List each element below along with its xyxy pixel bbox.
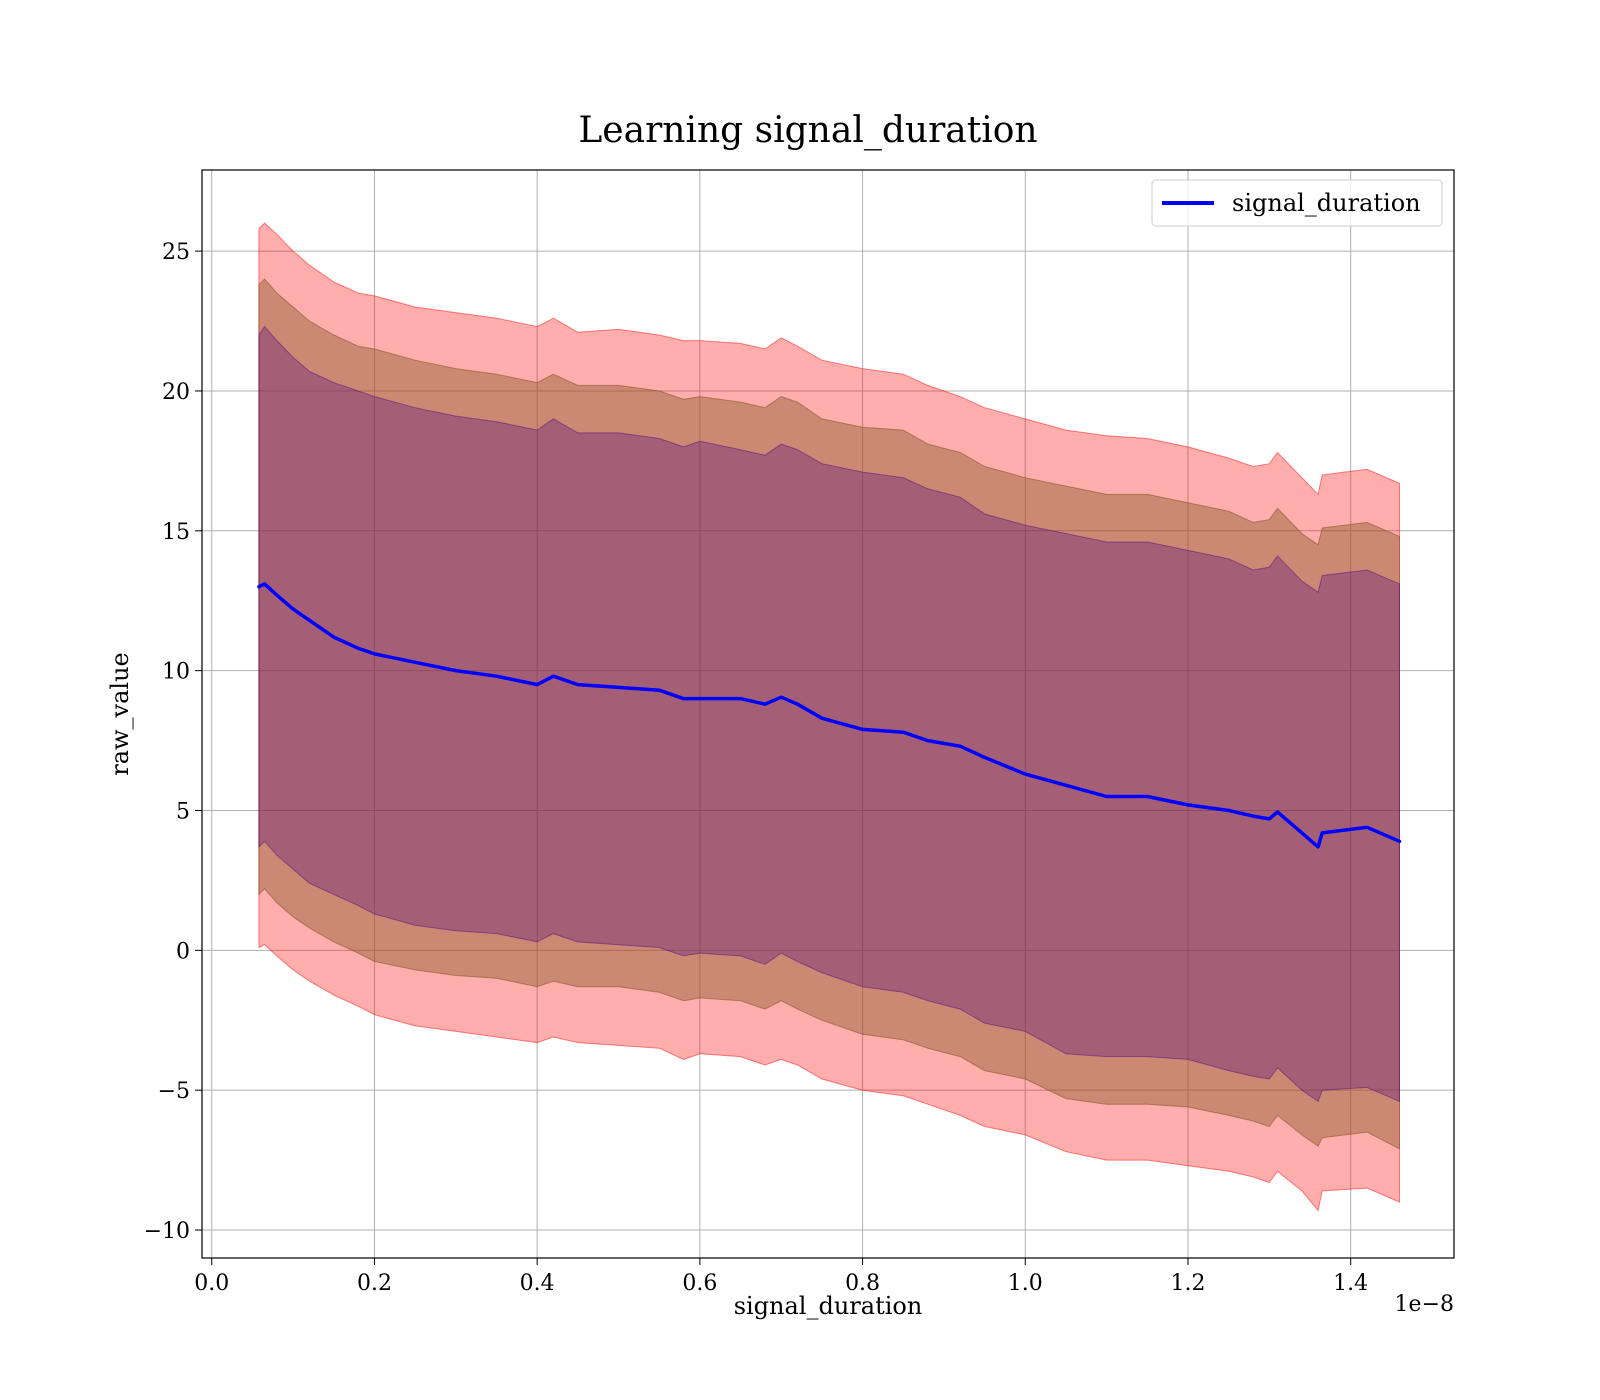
- x-offset-text: 1e−8: [1395, 1292, 1454, 1317]
- grid: [202, 170, 1454, 1258]
- x-tick-label: 0.6: [682, 1271, 717, 1296]
- y-tick-label: 15: [162, 520, 190, 545]
- axis-ticks: 0.0 0.2 0.4 0.6 0.8 1.0 1.2 1.4 −10 −5 0 5 10 15 20 25: [144, 240, 1369, 1296]
- y-tick-label: 25: [162, 240, 190, 265]
- confidence-band: [258, 278, 1400, 1150]
- confidence-band: [258, 325, 1400, 1103]
- legend-label: signal_duration: [1232, 189, 1421, 217]
- x-axis-label: signal_duration: [734, 1292, 923, 1320]
- plot-frame: [201, 169, 1455, 1259]
- series-lines: [257, 582, 1402, 849]
- x-tick-label: 0.2: [357, 1271, 392, 1296]
- legend: signal_duration: [1151, 179, 1443, 227]
- x-tick-label: 0.0: [194, 1271, 229, 1296]
- y-axis-label: raw_value: [106, 652, 134, 776]
- x-tick-label: 1.2: [1170, 1271, 1205, 1296]
- y-tick-label: 0: [176, 939, 190, 964]
- confidence-bands: [258, 222, 1400, 1212]
- x-tick-label: 0.8: [845, 1271, 880, 1296]
- y-tick-label: 5: [176, 799, 190, 824]
- x-tick-label: 1.0: [1008, 1271, 1043, 1296]
- y-tick-label: 20: [162, 380, 190, 405]
- x-tick-label: 0.4: [520, 1271, 555, 1296]
- x-tick-label: 1.4: [1333, 1271, 1368, 1296]
- legend-box: [1151, 179, 1443, 227]
- series-line: [257, 582, 1402, 849]
- y-tick-label: −5: [158, 1079, 190, 1104]
- chart-title: Learning signal_duration: [578, 110, 1037, 151]
- y-tick-label: 10: [162, 660, 190, 685]
- confidence-band: [258, 222, 1400, 1212]
- y-tick-label: −10: [144, 1219, 190, 1244]
